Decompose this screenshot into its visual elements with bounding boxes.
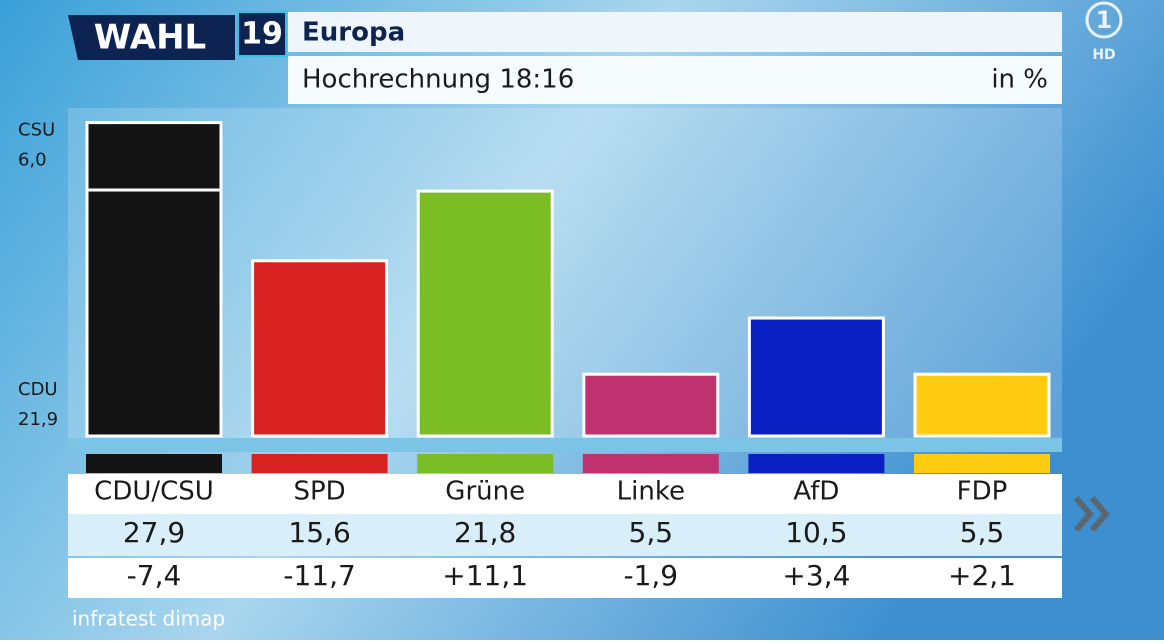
quality: HD — [1092, 47, 1115, 63]
change-label: +2,1 — [948, 559, 1016, 592]
bar — [416, 189, 554, 438]
segment-name: CSU — [18, 120, 55, 141]
show-box — [68, 15, 235, 60]
unit: in % — [991, 65, 1048, 95]
change-label: -1,9 — [623, 559, 678, 592]
bar — [747, 316, 885, 438]
value-label: 10,5 — [785, 516, 847, 549]
base-strip — [68, 438, 1062, 452]
category-label: SPD — [293, 477, 345, 507]
title-bar — [288, 12, 1062, 52]
next-arrow — [1073, 496, 1110, 532]
legend-swatch — [748, 454, 885, 473]
values-row — [68, 514, 1062, 556]
value-label: 15,6 — [288, 516, 350, 549]
bar-segment — [85, 188, 223, 438]
category-label: Grüne — [445, 477, 525, 507]
legend-swatch — [251, 454, 388, 473]
plot-panel — [68, 108, 1062, 438]
subtitle-bar — [288, 56, 1062, 104]
bar — [582, 372, 720, 438]
category-label: AfD — [793, 477, 839, 507]
channel-logo — [1085, 1, 1123, 39]
legend-swatch — [86, 454, 222, 473]
bar-segment — [85, 121, 223, 192]
channel: 1 — [1096, 6, 1113, 34]
bar — [913, 372, 1051, 438]
year: 19 — [241, 17, 283, 52]
legend-swatch — [582, 454, 719, 473]
changes-row — [68, 558, 1062, 598]
title: Europa — [302, 18, 405, 48]
value-label: 21,8 — [454, 516, 516, 549]
category-label: CDU/CSU — [94, 477, 214, 507]
segment-label: 6,0 — [18, 150, 47, 171]
segment-label: 21,9 — [18, 409, 58, 430]
subtitle: Hochrechnung 18:16 — [302, 65, 574, 95]
bar — [251, 259, 389, 438]
value-label: 5,5 — [629, 516, 674, 549]
value-label: 5,5 — [960, 516, 1005, 549]
legend-swatch — [417, 454, 554, 473]
change-label: -7,4 — [127, 559, 182, 592]
source: infratest dimap — [72, 607, 225, 631]
value-label: 27,9 — [123, 516, 185, 549]
names-row — [68, 474, 1062, 514]
change-label: -11,7 — [283, 559, 355, 592]
change-label: +3,4 — [782, 559, 850, 592]
change-label: +11,1 — [442, 559, 528, 592]
year-box — [237, 11, 287, 57]
legend-swatch — [914, 454, 1050, 473]
category-label: FDP — [957, 477, 1008, 507]
segment-name: CDU — [18, 379, 58, 400]
category-label: Linke — [617, 477, 685, 507]
show-name: WAHL — [94, 18, 206, 58]
